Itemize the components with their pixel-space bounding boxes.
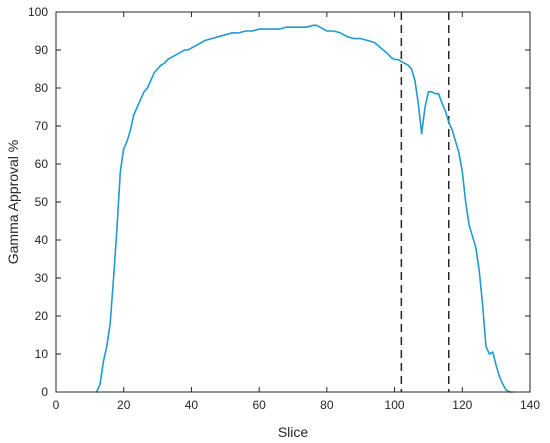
x-tick-label: 0 xyxy=(53,398,60,412)
y-tick-label: 0 xyxy=(41,385,48,399)
x-axis-label: Slice xyxy=(278,424,309,440)
y-tick-label: 40 xyxy=(35,233,49,247)
series-line-1 xyxy=(95,24,514,393)
x-tick-label: 140 xyxy=(520,398,540,412)
y-tick-label: 60 xyxy=(35,157,49,171)
y-tick-label: 50 xyxy=(35,195,49,209)
x-tick-label: 40 xyxy=(185,398,199,412)
y-tick-label: 10 xyxy=(35,347,49,361)
plot-background xyxy=(56,12,530,392)
data-layer xyxy=(95,12,514,393)
y-tick-label: 100 xyxy=(28,5,48,19)
x-tick-label: 120 xyxy=(452,398,472,412)
y-tick-label: 20 xyxy=(35,309,49,323)
y-tick-label: 80 xyxy=(35,81,49,95)
x-tick-label: 60 xyxy=(252,398,266,412)
y-tick-label: 70 xyxy=(35,119,49,133)
axes: 0 20 40 60 80 100 120 140 0 10 20 30 40 50 60 70 80 90 100 xyxy=(28,5,540,412)
y-tick-label: 90 xyxy=(35,43,49,57)
x-tick-label: 20 xyxy=(117,398,131,412)
x-tick-label: 100 xyxy=(385,398,405,412)
y-tick-label: 30 xyxy=(35,271,49,285)
y-axis-label: Gamma Approval % xyxy=(5,140,21,265)
x-tick-label: 80 xyxy=(320,398,334,412)
plot-area xyxy=(56,12,530,392)
